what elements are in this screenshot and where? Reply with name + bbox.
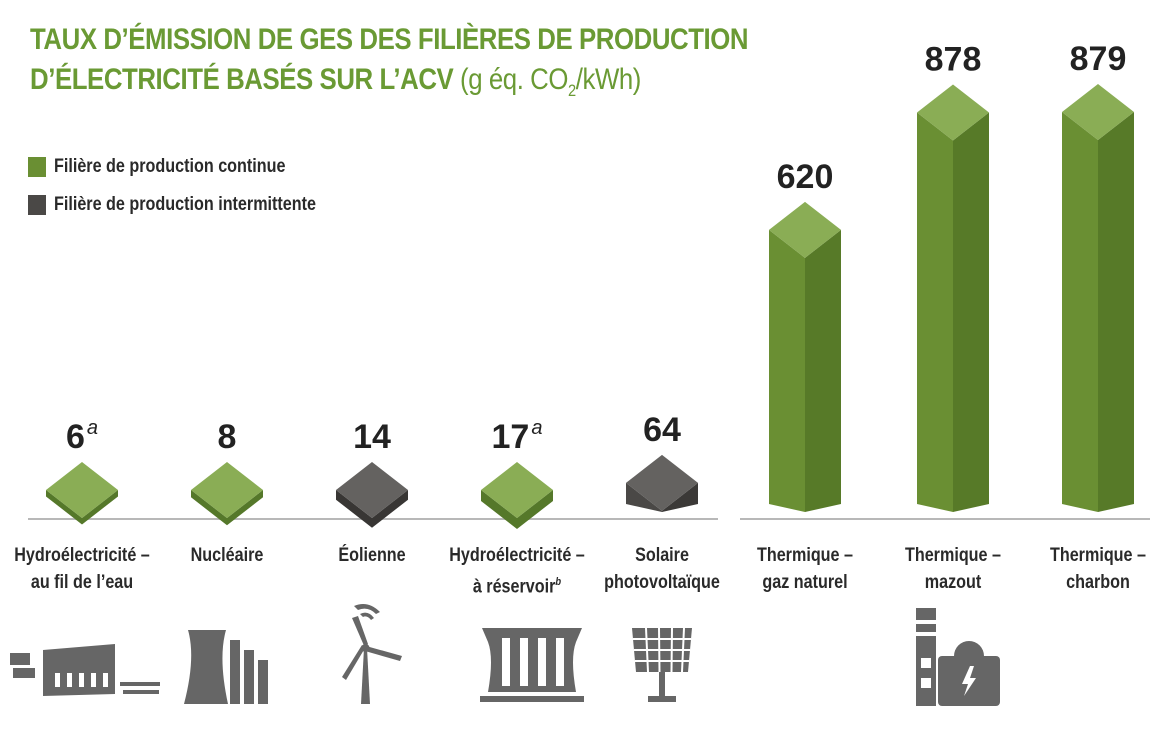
category-label-3-line2-text: à réservoir: [472, 576, 556, 598]
category-label-3: Hydroélectricité – à réservoirb: [449, 542, 585, 600]
legend-swatch-continuous: [28, 157, 46, 177]
bar-5-left-face: [769, 229, 805, 512]
bar-3-top: [481, 462, 553, 518]
category-label-6-line2: mazout: [885, 569, 1021, 596]
value-label-2: 14: [353, 418, 391, 456]
category-label-0-line2-text: au fil de l’eau: [30, 572, 134, 593]
bar-3-side: [481, 490, 553, 529]
bar-5: 620: [769, 158, 841, 512]
value-sup-3: a: [531, 417, 542, 439]
category-label-7-line1: Thermique –: [1049, 545, 1147, 566]
category-label-2-line1: Éolienne: [338, 545, 406, 566]
bar-6: 878: [917, 40, 989, 512]
bar-2: 14: [336, 418, 408, 528]
value-sup-0: a: [87, 417, 98, 439]
value-label-4: 64: [643, 411, 681, 449]
nuclear-plant-icon: [184, 630, 268, 704]
reservoir-dam-icon: [480, 628, 584, 702]
value-text-5: 620: [777, 158, 834, 196]
value-text-3: 17: [492, 418, 530, 456]
value-label-6: 878: [925, 40, 982, 78]
bar-6-top: [917, 84, 989, 141]
category-label-3-line2: à réservoirb: [449, 569, 585, 600]
category-label-5-line1: Thermique –: [756, 545, 854, 566]
category-label-7-line2: charbon: [1030, 569, 1166, 596]
bar-2-side: [336, 490, 408, 528]
legend-label-intermittent: Filière de production intermittente: [54, 194, 317, 215]
bar-2-top: [336, 462, 408, 518]
category-label-0-line2: au fil de l’eau: [14, 569, 150, 596]
category-label-6-line1: Thermique –: [904, 545, 1002, 566]
wind-turbine-icon: [342, 604, 402, 704]
bar-0-top: [46, 462, 118, 518]
category-label-2: Éolienne: [304, 542, 440, 569]
category-label-3-note: b: [555, 576, 562, 588]
category-label-7-line2-text: charbon: [1066, 572, 1130, 593]
value-text-6: 878: [925, 40, 982, 78]
title-unit: (g éq. CO2/kWh): [460, 63, 642, 100]
bar-4-right-face: [662, 482, 698, 512]
unit-prefix: (g éq. CO: [460, 63, 569, 96]
legend-item-continuous: Filière de production continue: [28, 148, 362, 186]
category-label-1-line1: Nucléaire: [190, 545, 264, 566]
bar-1-side: [191, 490, 263, 526]
bar-1: 8: [191, 418, 263, 526]
title-line-1: TAUX D’ÉMISSION DE GES DES FILIÈRES DE P…: [30, 23, 749, 56]
baseline-right: [740, 518, 1150, 520]
chart-title: TAUX D’ÉMISSION DE GES DES FILIÈRES DE P…: [30, 20, 749, 111]
solar-panel-icon: [632, 627, 692, 702]
bar-6-left-face: [917, 112, 953, 512]
category-label-5: Thermique – gaz naturel: [737, 542, 873, 596]
bar-7-top: [1062, 84, 1134, 140]
value-label-1: 8: [218, 418, 237, 456]
value-text-7: 879: [1070, 40, 1127, 78]
unit-subscript: 2: [568, 81, 576, 100]
value-text-2: 14: [353, 418, 391, 456]
value-label-5: 620: [777, 158, 834, 196]
category-label-0: Hydroélectricité – au fil de l’eau: [14, 542, 150, 596]
bar-0-side: [46, 490, 118, 525]
bar-4-top: [626, 454, 698, 511]
category-label-1: Nucléaire: [159, 542, 295, 569]
value-text-4: 64: [643, 411, 681, 449]
category-label-5-line2-text: gaz naturel: [762, 572, 848, 593]
category-label-4-line2: photovoltaïque: [594, 569, 730, 596]
value-text-1: 8: [218, 418, 237, 456]
bar-5-top: [769, 201, 841, 258]
unit-suffix: /kWh): [575, 63, 642, 96]
category-label-6: Thermique – mazout: [885, 542, 1021, 596]
legend: Filière de production continue Filière d…: [28, 148, 362, 224]
category-label-3-line1: Hydroélectricité –: [449, 545, 585, 566]
legend-item-intermittent: Filière de production intermittente: [28, 186, 362, 224]
category-label-4-line1: Solaire: [635, 545, 689, 566]
value-label-7: 879: [1070, 40, 1127, 78]
category-label-4: Solaire photovoltaïque: [594, 542, 730, 596]
bar-4: 64: [626, 411, 698, 512]
category-label-7: Thermique – charbon: [1030, 542, 1166, 596]
title-line-2: D’ÉLECTRICITÉ BASÉS SUR L’ACV (g éq. CO2…: [30, 60, 701, 111]
value-label-3: 17 a: [492, 417, 543, 456]
legend-label-continuous: Filière de production continue: [54, 156, 286, 177]
bar-3: 17 a: [481, 417, 553, 529]
thermal-plant-icon: [916, 608, 1000, 706]
bar-1-top: [191, 462, 263, 518]
bar-7-right-face: [1098, 112, 1134, 512]
category-label-6-line2-text: mazout: [924, 572, 982, 593]
title-line-2-text: D’ÉLECTRICITÉ BASÉS SUR L’ACV: [30, 63, 454, 96]
category-label-0-line1: Hydroélectricité –: [14, 545, 150, 566]
bar-7: 879: [1062, 40, 1134, 512]
category-label-4-line2-text: photovoltaïque: [604, 572, 720, 593]
bar-7-left-face: [1062, 112, 1098, 512]
run-of-river-hydro-icon: [10, 644, 160, 696]
value-text-0: 6: [66, 418, 85, 456]
bar-6-right-face: [953, 112, 989, 512]
bar-4-left-face: [626, 482, 662, 512]
legend-swatch-intermittent: [28, 195, 46, 215]
category-label-5-line2: gaz naturel: [737, 569, 873, 596]
bar-5-right-face: [805, 229, 841, 512]
